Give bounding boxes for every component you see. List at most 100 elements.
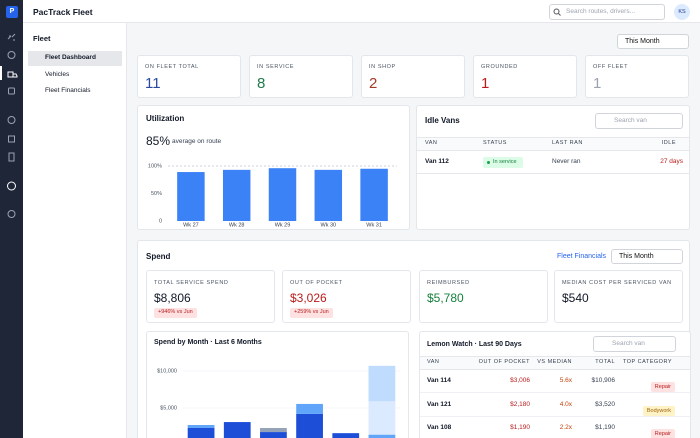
global-search[interactable]: Search routes, drivers... (549, 4, 665, 20)
column-header: STATUS (483, 140, 507, 146)
bar-segment (223, 422, 251, 438)
kpi-label: IN SHOP (369, 64, 396, 70)
category-cell: Repair (623, 423, 675, 438)
bar (222, 169, 251, 221)
column-header: TOP CATEGORY (623, 359, 672, 365)
status-pill: In service (483, 157, 523, 168)
nav-icon[interactable] (7, 51, 16, 59)
nav-icon[interactable] (8, 135, 15, 143)
period-select[interactable]: This Month (617, 34, 689, 49)
headline: 85% (146, 134, 171, 148)
spend-chart-card: Spend by Month · Last 6 Months (146, 331, 409, 438)
nav-icon[interactable] (8, 152, 15, 162)
nav-item[interactable]: Vehicles (45, 71, 70, 78)
avatar[interactable]: KS (674, 4, 690, 20)
nav-icon[interactable] (8, 87, 15, 95)
kpi-value: 2 (369, 75, 378, 92)
vs-median: 2.2x (559, 424, 572, 431)
row-divider (420, 415, 690, 417)
app-title: PacTrack Fleet (33, 7, 93, 17)
out-of-pocket: $3,006 (510, 377, 530, 384)
van-cell[interactable]: Van 121 (427, 400, 452, 408)
kpi-label: OUT OF POCKET (290, 280, 343, 286)
spend-kpi: REIMBURSED $5,780 (419, 270, 548, 323)
kpi-card: IN SERVICE 8 (249, 55, 353, 98)
table-header (420, 356, 690, 370)
idle-vans-card: Idle Vans Search van VAN STATUS LAST RAN… (416, 105, 690, 230)
nav-icon[interactable] (7, 71, 18, 78)
kpi-card: GROUNDED 1 (473, 55, 577, 98)
nav-active-bg (28, 51, 122, 66)
kpi-value: 11 (145, 75, 161, 92)
bar (360, 168, 388, 221)
bar-segment (260, 427, 287, 433)
kpi-label: MEDIAN COST PER SERVICED VAN (562, 280, 672, 286)
van-cell[interactable]: Van 108 (427, 424, 452, 431)
vs-median: 4.0x (559, 400, 572, 408)
nav-icon[interactable] (7, 210, 16, 218)
nav-icon[interactable] (7, 33, 16, 41)
kpi-card: OFF FLEET 1 (585, 55, 689, 98)
bar (268, 168, 297, 221)
kpi-label: REIMBURSED (427, 280, 470, 286)
spend-kpi: TOTAL SERVICE SPEND $8,806 +946% vs Jun (146, 270, 275, 323)
bar-segment (368, 365, 396, 402)
kpi-card: IN SHOP 2 (361, 55, 465, 98)
card-title: Utilization (146, 114, 185, 123)
card-title: Spend (146, 252, 171, 261)
x-tick-label: Wk 27 (183, 222, 199, 228)
bar (314, 169, 343, 221)
bar-segment (296, 413, 323, 438)
column-header: IDLE (661, 140, 676, 146)
bar-segment (296, 403, 323, 414)
column-header: VS MEDIAN (537, 359, 572, 365)
kpi-value: 1 (593, 75, 602, 92)
kpi-value: $5,780 (427, 291, 464, 305)
spend-kpi: OUT OF POCKET $3,026 +259% vs Jun (282, 270, 411, 323)
nav-item[interactable]: Fleet Dashboard (45, 54, 96, 61)
kpi-badge: +259% vs Jun (290, 308, 333, 318)
nav-item[interactable]: Fleet Financials (45, 87, 91, 94)
spend-card: Spend Fleet Financials This Month TOTAL … (137, 240, 691, 438)
kpi-value: $3,026 (290, 291, 327, 305)
nav-heading: Fleet (33, 34, 51, 43)
van-search[interactable]: Search van (593, 336, 676, 352)
kpi-badge: +946% vs Jun (154, 308, 197, 318)
y-tick-label: $5,000 (160, 405, 177, 411)
rail-icons (0, 33, 18, 218)
bar-segment (368, 434, 396, 438)
y-tick-label: 50% (151, 191, 162, 197)
active-indicator (0, 66, 2, 80)
bar-segment (187, 425, 215, 428)
status-dot (487, 161, 490, 164)
sub-nav (23, 23, 127, 438)
van-cell[interactable]: Van 112 (425, 158, 449, 165)
x-tick-label: Wk 31 (366, 222, 382, 228)
category-badge: Repair (650, 429, 675, 438)
van-cell[interactable]: Van 114 (427, 377, 451, 384)
placeholder: Search van (612, 340, 645, 347)
spend-kpi: MEDIAN COST PER SERVICED VAN $540 (554, 270, 683, 323)
total: $1,190 (595, 424, 615, 431)
column-header: VAN (425, 140, 438, 146)
row-divider (417, 173, 689, 174)
kpi-value: $540 (562, 291, 589, 305)
category-badge: Repair (650, 382, 675, 392)
category-badge: Bodywork (642, 405, 675, 416)
x-tick-label: Wk 30 (321, 222, 337, 228)
nav-icon[interactable] (7, 116, 16, 124)
out-of-pocket: $2,180 (510, 400, 530, 408)
nav-icon[interactable] (7, 181, 16, 191)
column-header: VAN (427, 359, 440, 365)
last-ran: Never ran (552, 158, 581, 165)
idle-days: 27 days (660, 158, 683, 165)
period-select[interactable]: This Month (611, 249, 683, 264)
category-cell: Bodywork (623, 400, 675, 416)
van-search[interactable]: Search van (595, 113, 683, 129)
column-header: OUT OF POCKET (478, 359, 530, 365)
y-tick-label: 0 (159, 218, 162, 224)
table-header (417, 137, 689, 151)
logo[interactable]: P (6, 6, 18, 18)
link[interactable]: Fleet Financials (557, 253, 607, 260)
